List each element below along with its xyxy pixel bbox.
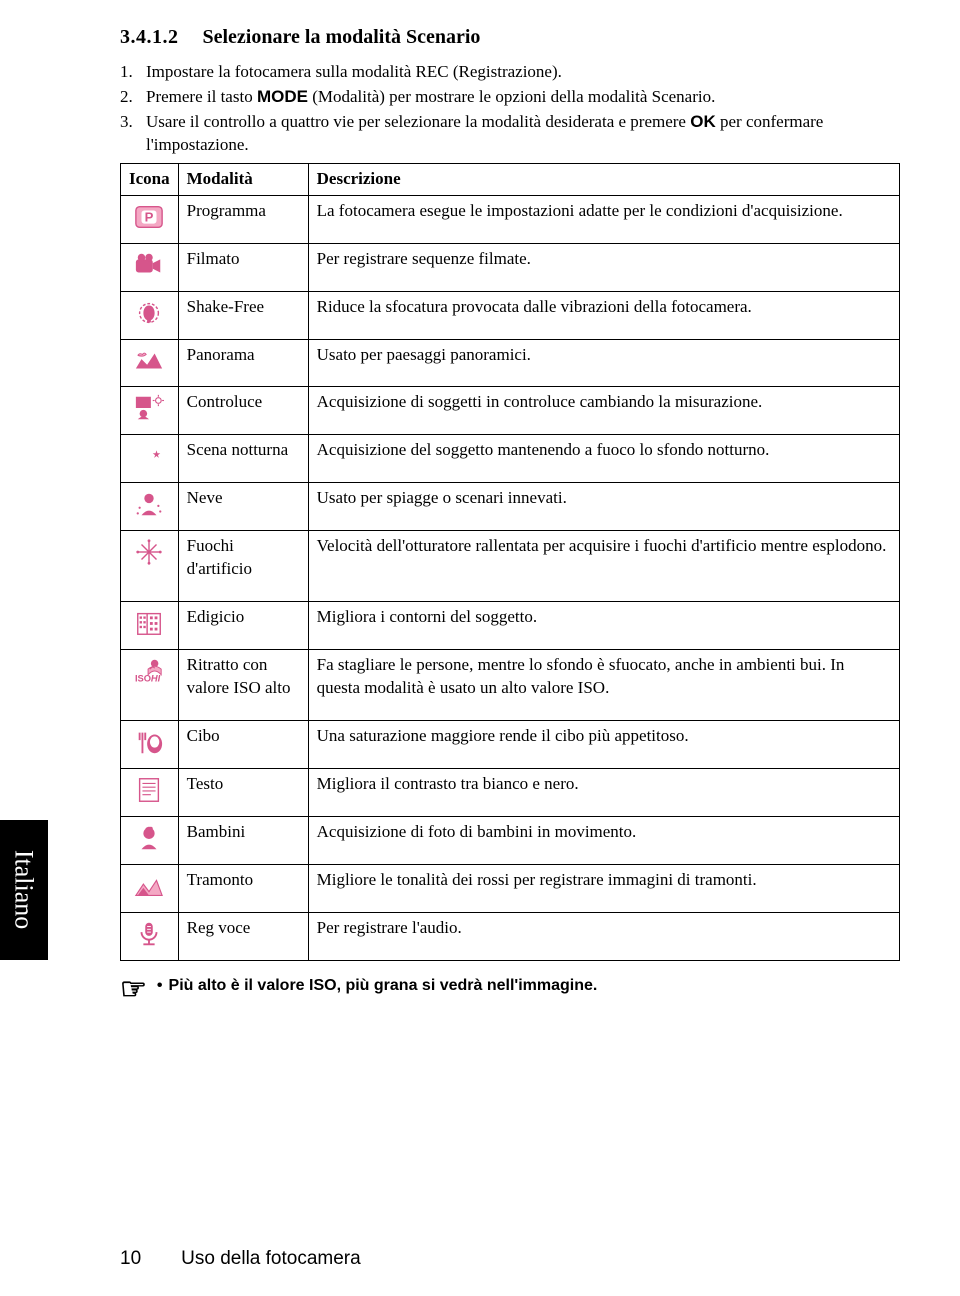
page-footer: 10 Uso della fotocamera [120, 1246, 361, 1272]
table-row: TestoMigliora il contrasto tra bianco e … [121, 768, 900, 816]
heading-number: 3.4.1.2 [120, 26, 179, 48]
pointing-hand-icon: ☞ [120, 975, 147, 1005]
sunset-icon [121, 864, 179, 912]
mode-name: Scena notturna [178, 435, 308, 483]
section-heading: 3.4.1.2 Selezionare la modalità Scenario [120, 24, 900, 51]
mode-description: Usato per paesaggi panoramici. [308, 339, 899, 387]
mode-name: Ritratto con valore ISO alto [178, 650, 308, 721]
mode-name: Filmato [178, 243, 308, 291]
mode-description: Acquisizione di foto di bambini in movim… [308, 816, 899, 864]
isohi-icon [121, 650, 179, 721]
table-row: Reg vocePer registrare l'audio. [121, 912, 900, 960]
mode-name: Shake-Free [178, 291, 308, 339]
mode-description: Usato per spiagge o scenari innevati. [308, 483, 899, 531]
table-row: BambiniAcquisizione di foto di bambini i… [121, 816, 900, 864]
text-icon [121, 768, 179, 816]
building-icon [121, 602, 179, 650]
mode-description: La fotocamera esegue le impostazioni ada… [308, 195, 899, 243]
step-item: 2.Premere il tasto MODE (Modalità) per m… [120, 86, 900, 109]
mode-name: Controluce [178, 387, 308, 435]
footer-section: Uso della fotocamera [181, 1248, 361, 1269]
table-row: EdigicioMigliora i contorni del soggetto… [121, 602, 900, 650]
col-header-mode: Modalità [178, 163, 308, 195]
voice-icon [121, 912, 179, 960]
mode-description: Una saturazione maggiore rende il cibo p… [308, 720, 899, 768]
mode-name: Tramonto [178, 864, 308, 912]
backlight-icon [121, 387, 179, 435]
table-row: CiboUna saturazione maggiore rende il ci… [121, 720, 900, 768]
kids-icon [121, 816, 179, 864]
mode-description: Migliora i contorni del soggetto. [308, 602, 899, 650]
footnote-text: Più alto è il valore ISO, più grana si v… [169, 975, 598, 997]
snow-icon [121, 483, 179, 531]
mode-description: Acquisizione di soggetti in controluce c… [308, 387, 899, 435]
page-number: 10 [120, 1248, 141, 1269]
mode-name: Panorama [178, 339, 308, 387]
mode-name: Bambini [178, 816, 308, 864]
mode-name: Fuochi d'artificio [178, 531, 308, 602]
program-icon [121, 195, 179, 243]
mode-description: Migliore le tonalità dei rossi per regis… [308, 864, 899, 912]
mode-description: Riduce la sfocatura provocata dalle vibr… [308, 291, 899, 339]
col-header-desc: Descrizione [308, 163, 899, 195]
shake-icon [121, 291, 179, 339]
mode-description: Per registrare l'audio. [308, 912, 899, 960]
step-item: 3.Usare il controllo a quattro vie per s… [120, 111, 900, 157]
mode-description: Acquisizione del soggetto mantenendo a f… [308, 435, 899, 483]
mode-description: Fa stagliare le persone, mentre lo sfond… [308, 650, 899, 721]
table-row: FilmatoPer registrare sequenze filmate. [121, 243, 900, 291]
panorama-icon [121, 339, 179, 387]
mode-description: Velocità dell'otturatore rallentata per … [308, 531, 899, 602]
table-row: Scena notturnaAcquisizione del soggetto … [121, 435, 900, 483]
step-item: 1.Impostare la fotocamera sulla modalità… [120, 61, 900, 84]
mode-name: Reg voce [178, 912, 308, 960]
mode-name: Programma [178, 195, 308, 243]
steps-list: 1.Impostare la fotocamera sulla modalità… [120, 61, 900, 157]
col-header-icon: Icona [121, 163, 179, 195]
table-row: Fuochi d'artificioVelocità dell'otturato… [121, 531, 900, 602]
language-tab: Italiano [0, 820, 48, 960]
table-row: NeveUsato per spiagge o scenari innevati… [121, 483, 900, 531]
mode-name: Edigicio [178, 602, 308, 650]
table-row: TramontoMigliore le tonalità dei rossi p… [121, 864, 900, 912]
mode-table: Icona Modalità Descrizione ProgrammaLa f… [120, 163, 900, 961]
mode-name: Testo [178, 768, 308, 816]
footnote: ☞ • Più alto è il valore ISO, più grana … [120, 975, 900, 1005]
table-row: ProgrammaLa fotocamera esegue le imposta… [121, 195, 900, 243]
table-row: Shake-FreeRiduce la sfocatura provocata … [121, 291, 900, 339]
night-icon [121, 435, 179, 483]
mode-description: Per registrare sequenze filmate. [308, 243, 899, 291]
table-row: ControluceAcquisizione di soggetti in co… [121, 387, 900, 435]
heading-title: Selezionare la modalità Scenario [203, 26, 481, 48]
mode-description: Migliora il contrasto tra bianco e nero. [308, 768, 899, 816]
firework-icon [121, 531, 179, 602]
mode-name: Cibo [178, 720, 308, 768]
table-row: PanoramaUsato per paesaggi panoramici. [121, 339, 900, 387]
food-icon [121, 720, 179, 768]
movie-icon [121, 243, 179, 291]
table-row: Ritratto con valore ISO altoFa stagliare… [121, 650, 900, 721]
mode-name: Neve [178, 483, 308, 531]
